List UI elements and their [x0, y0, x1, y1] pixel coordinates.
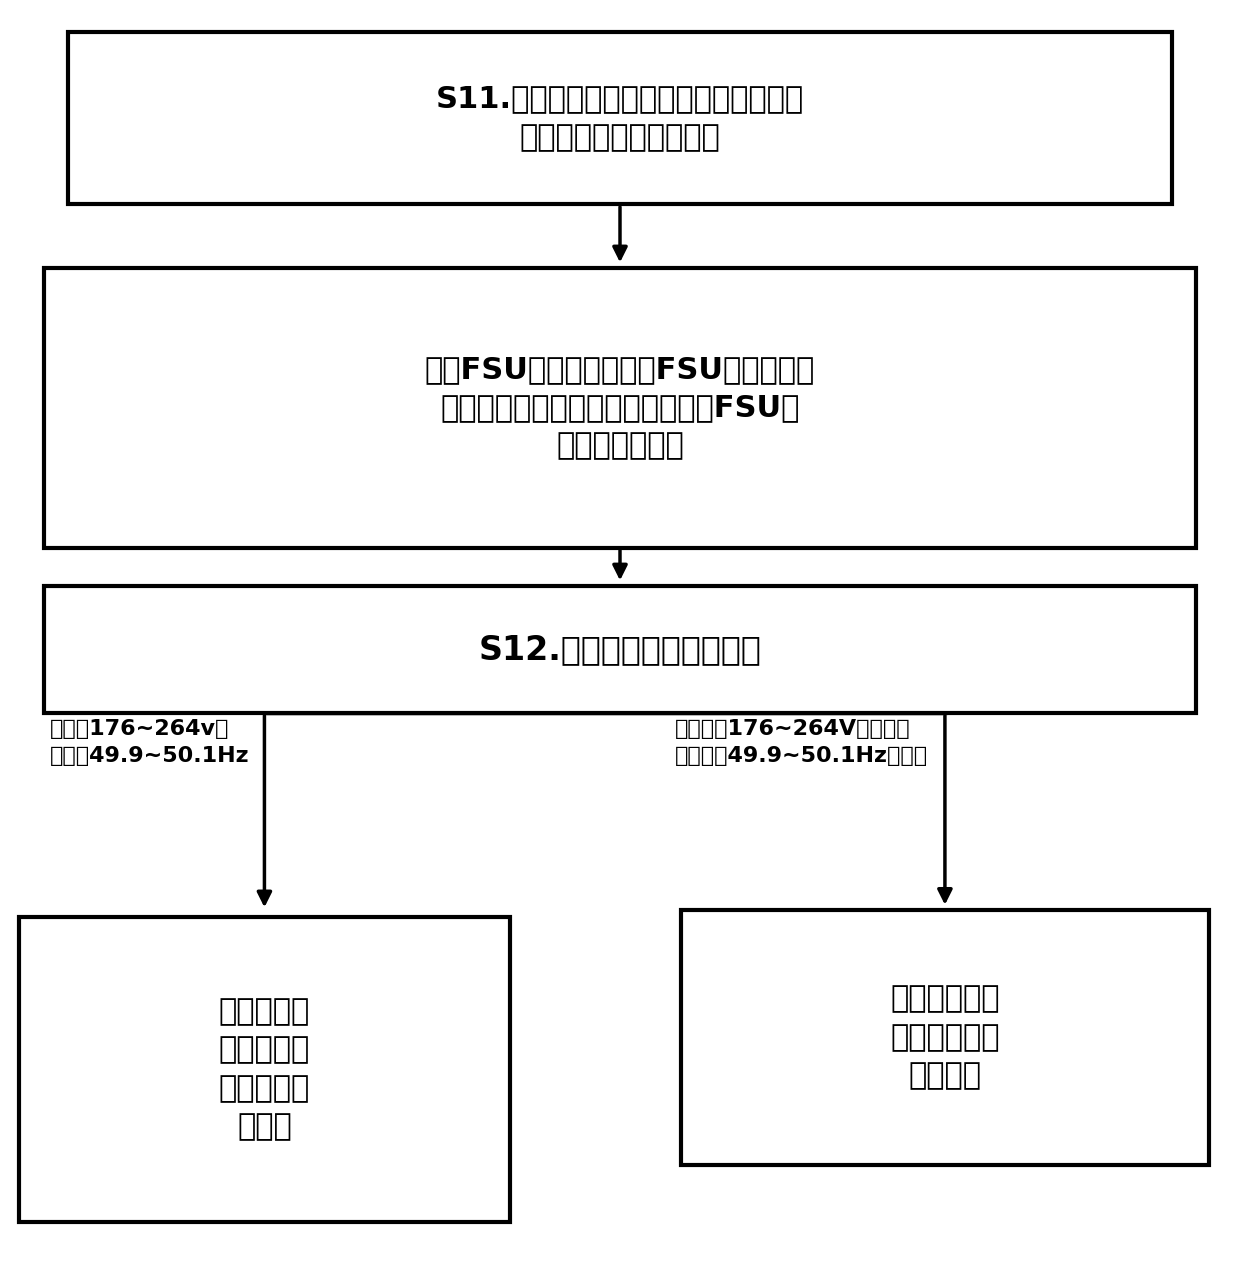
FancyBboxPatch shape	[43, 267, 1197, 548]
Text: S12.判断交流电的运行情况: S12.判断交流电的运行情况	[479, 633, 761, 666]
FancyBboxPatch shape	[43, 585, 1197, 712]
Text: 判断为交流电
运行异常，输
出低电压: 判断为交流电 运行异常，输 出低电压	[890, 985, 999, 1091]
Text: 电压不在176~264V范围内或
频率不在49.9~50.1Hz范围内: 电压不在176~264V范围内或 频率不在49.9~50.1Hz范围内	[675, 719, 929, 765]
FancyBboxPatch shape	[19, 917, 510, 1222]
Text: S11.获取交流电状态，所述交流电的状态
包括交流电的频率和电压: S11.获取交流电状态，所述交流电的状态 包括交流电的频率和电压	[436, 85, 804, 152]
Text: 获取FSU端口类型，根据FSU端口类型确
定输出的信号类型，本实施例中，FSU可
以接收电压信号: 获取FSU端口类型，根据FSU端口类型确 定输出的信号类型，本实施例中，FSU可…	[425, 355, 815, 460]
Text: 电压为176~264v，
频率为49.9~50.1Hz: 电压为176~264v， 频率为49.9~50.1Hz	[50, 719, 249, 765]
FancyBboxPatch shape	[68, 32, 1172, 204]
Text: 判断结论为
交流电运行
正常，输出
高电压: 判断结论为 交流电运行 正常，输出 高电压	[218, 998, 310, 1141]
FancyBboxPatch shape	[681, 910, 1209, 1165]
